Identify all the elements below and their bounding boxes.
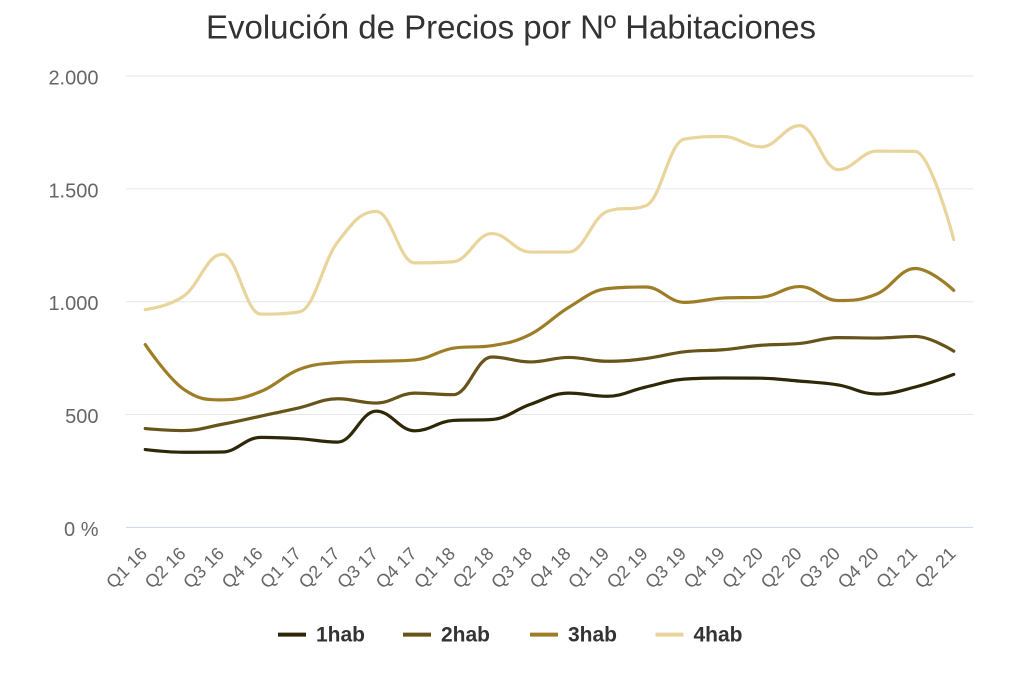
- svg-text:2hab: 2hab: [441, 624, 490, 647]
- svg-text:3hab: 3hab: [568, 624, 617, 647]
- svg-text:Evolución de Precios por Nº Ha: Evolución de Precios por Nº Habitaciones: [206, 9, 816, 46]
- svg-text:500: 500: [65, 406, 98, 428]
- svg-text:0 %: 0 %: [64, 519, 99, 541]
- svg-text:2.000: 2.000: [48, 68, 98, 90]
- svg-text:1.000: 1.000: [48, 293, 98, 315]
- svg-text:1hab: 1hab: [316, 624, 365, 647]
- svg-text:4hab: 4hab: [694, 624, 743, 647]
- svg-text:1.500: 1.500: [48, 180, 98, 202]
